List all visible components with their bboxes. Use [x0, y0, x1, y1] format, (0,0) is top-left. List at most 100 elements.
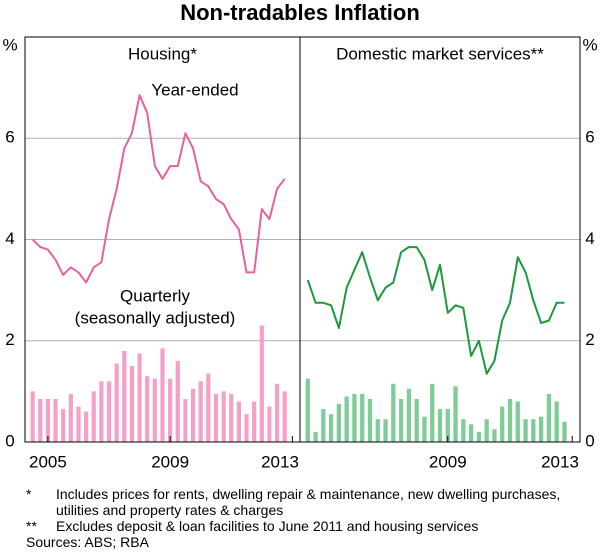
bar	[321, 409, 326, 442]
bar	[236, 401, 241, 442]
bar	[344, 396, 349, 442]
y-axis-label: %	[582, 35, 597, 54]
bar	[422, 416, 427, 442]
bar	[492, 429, 497, 442]
line	[306, 246, 565, 375]
bar	[206, 373, 211, 442]
y-axis-label: %	[2, 35, 17, 54]
bar	[367, 398, 373, 442]
bar	[352, 393, 357, 442]
bar	[122, 350, 127, 442]
bar	[106, 381, 112, 442]
y-tick-label: 6	[585, 128, 594, 147]
bar	[305, 378, 310, 442]
x-tick-label: 2005	[29, 452, 67, 471]
x-tick-label: 2013	[261, 452, 299, 471]
bar	[145, 376, 150, 442]
bar	[129, 366, 135, 442]
y-tick-label: 4	[585, 229, 594, 248]
bar	[137, 353, 142, 442]
bar	[476, 431, 482, 442]
plot-frame	[24, 36, 581, 443]
y-tick-label: 2	[585, 330, 594, 349]
bar	[391, 383, 396, 442]
bar	[114, 363, 119, 442]
bar	[45, 398, 51, 442]
bar	[515, 401, 520, 442]
bar	[99, 381, 104, 442]
bar	[221, 391, 226, 442]
bar	[68, 393, 73, 442]
bar	[190, 388, 196, 442]
y-tick-label: 0	[5, 431, 14, 450]
note-text: Includes prices for rents, dwelling repa…	[56, 486, 561, 518]
note-mark: *	[26, 486, 32, 502]
bar	[414, 398, 419, 442]
bar	[453, 386, 458, 442]
bar	[244, 414, 249, 442]
bar	[198, 381, 203, 442]
bar	[507, 398, 513, 442]
bar	[500, 406, 505, 442]
bar	[375, 419, 380, 442]
bar	[84, 411, 89, 442]
bar	[538, 416, 544, 442]
bar	[336, 404, 342, 442]
bar	[360, 393, 365, 442]
bar	[152, 378, 157, 442]
bar	[546, 393, 552, 442]
bar	[282, 391, 287, 442]
bar	[183, 398, 188, 442]
bar	[160, 348, 165, 442]
bar	[461, 419, 466, 442]
bar	[468, 424, 474, 442]
bar	[168, 378, 173, 442]
bar	[274, 383, 280, 442]
line	[31, 94, 286, 284]
bar	[562, 421, 567, 442]
bar	[91, 391, 96, 442]
bar	[267, 406, 272, 442]
bar	[252, 401, 257, 442]
sources: Sources: ABS; RBA	[26, 534, 149, 550]
bar	[61, 409, 66, 442]
bar	[554, 401, 559, 442]
bar	[523, 419, 528, 442]
annotation: (seasonally adjusted)	[75, 308, 236, 327]
annotation: Year-ended	[151, 80, 238, 99]
note-text: Excludes deposit & loan facilities to Ju…	[56, 518, 479, 534]
bar	[383, 419, 388, 442]
panel-title: Housing*	[128, 44, 197, 63]
bar	[229, 393, 234, 442]
y-tick-label: 6	[5, 128, 14, 147]
bar	[30, 391, 35, 442]
y-tick-label: 0	[585, 431, 594, 450]
bar	[259, 325, 264, 442]
x-tick-label: 2013	[541, 452, 579, 471]
note: ** Excludes deposit & loan facilities to …	[26, 518, 596, 534]
annotation: Quarterly	[120, 286, 190, 305]
bar	[445, 409, 450, 442]
bar	[406, 388, 412, 442]
bar	[313, 431, 318, 442]
note: * Includes prices for rents, dwelling rep…	[26, 486, 596, 518]
y-tick-label: 2	[5, 330, 14, 349]
bar	[175, 361, 180, 442]
bar	[531, 419, 536, 442]
bar	[53, 398, 58, 442]
y-tick-label: 4	[5, 229, 14, 248]
bar	[76, 406, 81, 442]
bar	[484, 419, 489, 442]
bar	[398, 398, 404, 442]
chart-title: Non-tradables Inflation	[180, 0, 420, 25]
bar	[38, 398, 43, 442]
x-tick-label: 2009	[429, 452, 467, 471]
notes: * Includes prices for rents, dwelling rep…	[26, 486, 596, 550]
bar	[430, 383, 435, 442]
chart: Non-tradables Inflation 0 2 4 6% Housing* 200…	[2, 0, 597, 471]
note-mark: **	[26, 518, 37, 534]
bar	[213, 393, 219, 442]
panel-title: Domestic market services**	[336, 44, 544, 63]
bar	[437, 409, 443, 442]
x-tick-label: 2009	[151, 452, 189, 471]
